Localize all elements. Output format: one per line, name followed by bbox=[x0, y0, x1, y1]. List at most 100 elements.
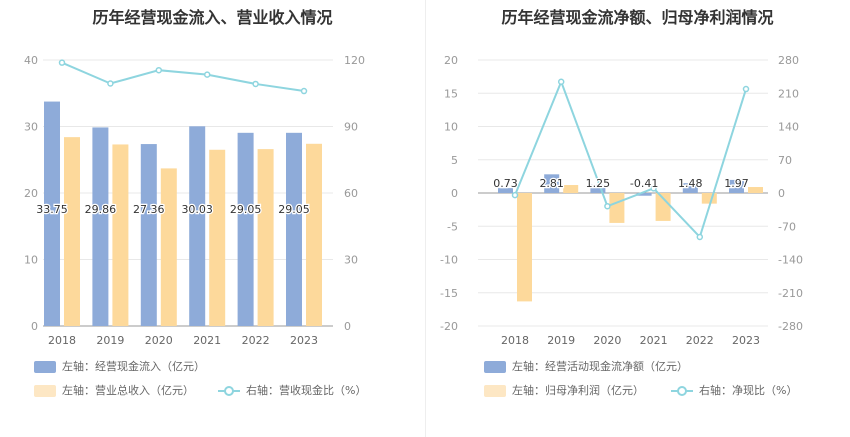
left-axis-tick-label: -20 bbox=[440, 320, 458, 333]
line-point bbox=[155, 66, 163, 74]
bar-secondary bbox=[701, 193, 717, 204]
line-point bbox=[511, 191, 519, 199]
line-point bbox=[742, 85, 750, 93]
right-axis-tick-label: 90 bbox=[344, 121, 358, 134]
legend-net-cash-ratio[interactable]: 右轴：净现比（%） bbox=[671, 383, 797, 399]
data-label: 29.05 bbox=[278, 203, 310, 216]
line-point bbox=[604, 202, 611, 210]
bar-secondary bbox=[748, 187, 763, 193]
right-axis-tick-label: 0 bbox=[778, 187, 785, 200]
line-point bbox=[300, 87, 308, 95]
bar-secondary bbox=[517, 193, 532, 302]
left-axis-tick-label: 5 bbox=[451, 154, 458, 167]
bar-primary bbox=[92, 127, 109, 326]
panel-divider bbox=[425, 0, 426, 437]
bar-secondary bbox=[655, 193, 671, 221]
legend-swatch-net-operating-cash bbox=[484, 361, 506, 373]
left-axis-tick-label: 40 bbox=[24, 54, 38, 67]
bar-secondary bbox=[306, 143, 322, 326]
chart-panel-cash-inflow-revenue: 历年经营现金流入、营业收入情况 0 10 20 30 40 0 30 60 90 120 2018 2… bbox=[24, 8, 366, 399]
x-tick-label: 2020 bbox=[593, 334, 621, 347]
data-label: 30.03 bbox=[181, 203, 213, 216]
legend-swatch-cash-inflow bbox=[34, 361, 56, 373]
bar-primary bbox=[498, 188, 513, 193]
legend-net-operating-cash[interactable]: 左轴：经营活动现金流净额（亿元） bbox=[484, 359, 688, 375]
right-axis-tick-label: -70 bbox=[778, 220, 796, 233]
x-tick-label: 2021 bbox=[640, 334, 668, 347]
right-axis-tick-label: -280 bbox=[778, 320, 803, 333]
data-label: 29.05 bbox=[230, 203, 262, 216]
x-tick-label: 2021 bbox=[193, 334, 221, 347]
left-axis-tick-label: 10 bbox=[444, 121, 458, 134]
legend-swatch-net-cash-ratio bbox=[671, 385, 693, 397]
legend-swatch-net-profit bbox=[484, 385, 506, 397]
data-label: 33.75 bbox=[36, 203, 68, 216]
left-axis-tick-label: -15 bbox=[440, 287, 458, 300]
bar-secondary bbox=[609, 193, 625, 223]
line-point bbox=[696, 233, 704, 241]
x-tick-label: 2023 bbox=[732, 334, 760, 347]
line-point bbox=[203, 71, 211, 78]
left-axis-tick-label: 20 bbox=[24, 187, 38, 200]
line-point bbox=[107, 80, 114, 87]
right-axis-tick-label: 70 bbox=[778, 154, 792, 167]
bar-secondary bbox=[257, 149, 274, 326]
left-axis-tick-label: 15 bbox=[444, 87, 458, 100]
line-point bbox=[58, 59, 66, 66]
bar-primary bbox=[682, 183, 698, 193]
data-label: -0.41 bbox=[630, 177, 658, 190]
data-label: 0.73 bbox=[493, 177, 518, 190]
x-tick-label: 2022 bbox=[242, 334, 270, 347]
chart-net-cash-profit: -20 -15 -10 -5 0 5 10 15 20 -280 -210 -140 -70 0 70 140… bbox=[440, 54, 803, 347]
x-tick-label: 2020 bbox=[145, 334, 173, 347]
bar-primary bbox=[636, 193, 652, 196]
bar-secondary bbox=[160, 168, 177, 326]
legend-swatch-revenue bbox=[34, 385, 56, 397]
legend-cash-inflow[interactable]: 左轴：经营现金流入（亿元） bbox=[34, 359, 205, 375]
right-axis-tick-label: 0 bbox=[344, 320, 351, 333]
left-axis-tick-label: 0 bbox=[451, 187, 458, 200]
legend-revenue[interactable]: 左轴：营业总收入（亿元） bbox=[34, 383, 194, 399]
bar-primary bbox=[590, 184, 606, 193]
left-axis-tick-label: -10 bbox=[440, 254, 458, 267]
bar-secondary bbox=[209, 149, 226, 326]
bar-primary bbox=[140, 144, 157, 326]
bar-secondary bbox=[563, 185, 579, 193]
data-label: 29.86 bbox=[85, 203, 117, 216]
legend-swatch-revenue-cash-ratio bbox=[218, 385, 240, 397]
right-axis-tick-label: 140 bbox=[778, 121, 799, 134]
left-axis-tick-label: 20 bbox=[444, 54, 458, 67]
right-axis-tick-label: -140 bbox=[778, 254, 803, 267]
left-axis-tick-label: 0 bbox=[31, 320, 38, 333]
data-label: 1.97 bbox=[724, 177, 749, 190]
right-axis-tick-label: 120 bbox=[344, 54, 365, 67]
data-label: 1.48 bbox=[678, 177, 703, 190]
left-axis-tick-label: -5 bbox=[447, 220, 458, 233]
right-axis-tick-label: 280 bbox=[778, 54, 799, 67]
bar-primary bbox=[189, 126, 206, 326]
bar-primary bbox=[544, 174, 560, 193]
data-label: 27.36 bbox=[133, 203, 165, 216]
right-axis-tick-label: 60 bbox=[344, 187, 358, 200]
bar-primary bbox=[729, 179, 744, 193]
line-point bbox=[252, 80, 259, 88]
series-line bbox=[514, 78, 747, 239]
bar-primary bbox=[44, 101, 60, 326]
legend-net-profit[interactable]: 左轴：归母净利润（亿元） bbox=[484, 383, 644, 399]
chart-title: 历年经营现金流净额、归母净利润情况 bbox=[501, 8, 774, 27]
line-point bbox=[557, 78, 565, 86]
left-axis-tick-label: 10 bbox=[24, 254, 38, 267]
line-point bbox=[650, 185, 657, 192]
x-tick-label: 2019 bbox=[96, 334, 124, 347]
legend-revenue-cash-ratio[interactable]: 右轴：营收现金比（%） bbox=[218, 383, 366, 399]
right-axis-tick-label: 210 bbox=[778, 87, 799, 100]
series-line bbox=[61, 61, 305, 93]
data-label: 2.81 bbox=[539, 177, 564, 190]
bar-secondary bbox=[112, 144, 129, 326]
x-tick-label: 2018 bbox=[48, 334, 76, 347]
x-tick-label: 2023 bbox=[290, 334, 318, 347]
chart-panel-net-cash-profit: 历年经营现金流净额、归母净利润情况 -20 -15 -10 -5 0 5 10 15 20 -28… bbox=[425, 0, 850, 437]
right-axis-tick-label: -210 bbox=[778, 287, 803, 300]
chart-cash-inflow-revenue: 0 10 20 30 40 0 30 60 90 120 2018 2019 2020 2021 2022 2… bbox=[24, 54, 365, 347]
